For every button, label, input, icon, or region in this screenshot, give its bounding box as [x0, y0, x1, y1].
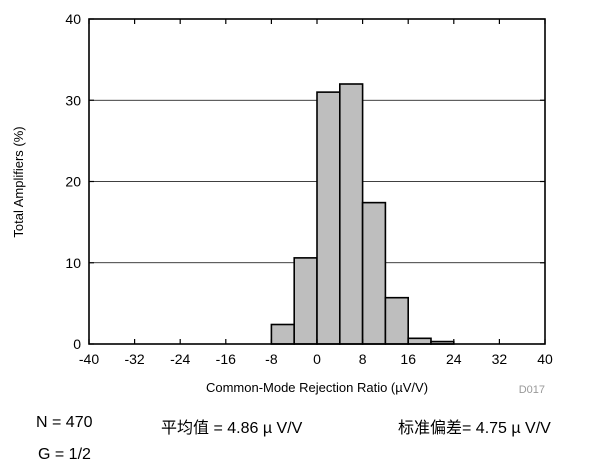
x-tick-label: -40 [79, 351, 99, 367]
histogram-bar [316, 91, 341, 345]
x-tick-label: 16 [400, 351, 416, 367]
histogram-bar [338, 83, 364, 345]
x-tick-label: -8 [265, 351, 278, 367]
x-tick-label: 40 [537, 351, 553, 367]
x-tick-label: 0 [313, 351, 321, 367]
y-tick-label: 0 [73, 336, 81, 352]
y-tick-label: 30 [65, 92, 81, 108]
gain-value: G = 1/2 [38, 446, 91, 463]
x-tick-label: -16 [216, 351, 236, 367]
axis-ticks [88, 18, 546, 345]
figure-id-label: D017 [519, 384, 545, 396]
histogram-bar [270, 323, 295, 345]
x-tick-label: 24 [446, 351, 462, 367]
mean-value: 平均值 = 4.86 µ V/V [161, 420, 303, 437]
histogram-bar [361, 201, 387, 345]
x-tick-label: 32 [492, 351, 508, 367]
x-tick-label: -24 [170, 351, 190, 367]
x-tick-label: 8 [359, 351, 367, 367]
y-tick-label: 40 [65, 11, 81, 27]
y-tick-label: 20 [65, 174, 81, 190]
sample-count: N = 470 [36, 414, 93, 431]
x-tick-labels: -40 -32 -24 -16 -8 0 8 16 24 32 40 [79, 351, 553, 367]
histogram-bar [293, 257, 318, 345]
x-tick-label: -32 [124, 351, 144, 367]
y-tick-labels: 0 10 20 30 40 [65, 11, 81, 352]
histogram-bar [407, 337, 432, 345]
y-axis-label: Total Amplifiers (%) [11, 126, 26, 237]
stdev-value: 标准偏差= 4.75 µ V/V [398, 420, 551, 437]
bars [270, 83, 455, 345]
histogram-chart: -40 -32 -24 -16 -8 0 8 16 24 32 40 0 10 20 30 40 Commo… [11, 11, 553, 396]
x-axis-label: Common-Mode Rejection Ratio (µV/V) [206, 380, 428, 395]
histogram-bar [384, 296, 409, 345]
y-tick-label: 10 [65, 255, 81, 271]
